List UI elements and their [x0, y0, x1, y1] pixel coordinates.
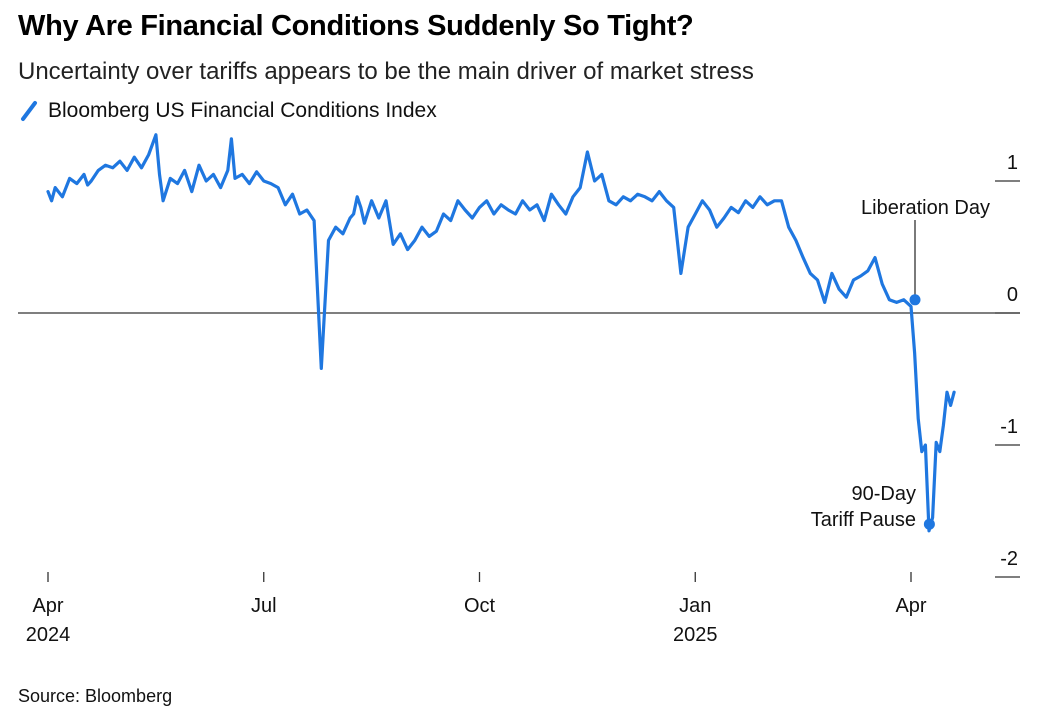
- y-tick-label: 1: [1007, 152, 1018, 174]
- legend-label: Bloomberg US Financial Conditions Index: [48, 99, 437, 122]
- x-tick-label: Apr: [895, 595, 926, 617]
- x-tick-label: Jul: [251, 595, 277, 617]
- liberation-day-marker: [909, 294, 921, 306]
- x-tick-year-label: 2025: [673, 624, 718, 646]
- legend-line-icon: [21, 101, 37, 121]
- y-tick-label: -1: [1000, 416, 1018, 438]
- fci-series-line: [46, 133, 956, 533]
- tariff-pause-label: Tariff Pause: [811, 509, 916, 531]
- x-tick-year-label: 2024: [26, 624, 71, 646]
- x-tick-label: Apr: [32, 595, 63, 617]
- y-tick-label: -2: [1000, 548, 1018, 570]
- liberation-day-label: Liberation Day: [861, 197, 990, 219]
- chart-subtitle: Uncertainty over tariffs appears to be t…: [18, 58, 754, 85]
- x-tick-label: Oct: [464, 595, 496, 617]
- x-tick-label: Jan: [679, 595, 711, 617]
- y-tick-label: 0: [1007, 284, 1018, 306]
- source-note: Source: Bloomberg: [18, 686, 173, 706]
- legend: Bloomberg US Financial Conditions Index: [20, 99, 437, 123]
- tariff-pause-label: 90-Day: [852, 483, 916, 505]
- chart-title: Why Are Financial Conditions Suddenly So…: [18, 10, 694, 42]
- tariff-pause-marker: [923, 518, 935, 530]
